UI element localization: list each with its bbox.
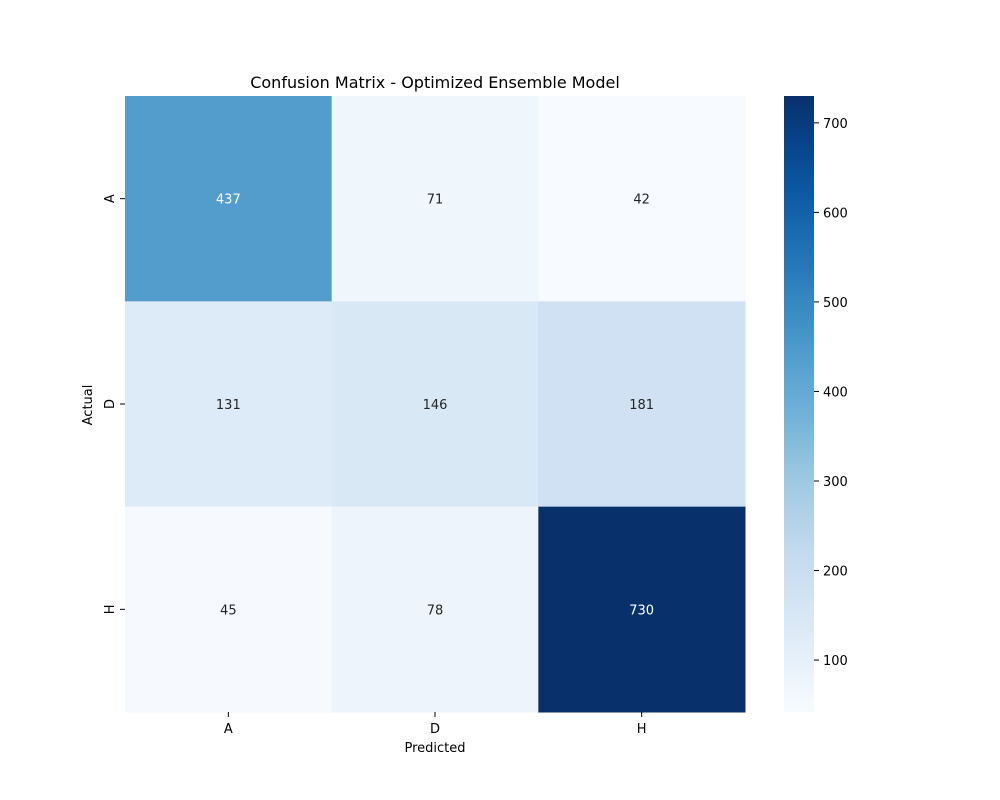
cell-value-label: 45 <box>220 603 237 618</box>
y-axis-label: Actual <box>81 385 96 426</box>
colorbar-tick-label: 200 <box>823 565 848 580</box>
x-tick-label: A <box>224 722 233 737</box>
heatmap-cell <box>538 96 746 302</box>
cell-labels: 437 71 42 131 146 181 45 78 730 <box>216 193 654 619</box>
colorbar-tick-label: 300 <box>823 475 848 490</box>
y-tick-label: A <box>103 194 118 203</box>
cell-value-label: 437 <box>216 193 241 208</box>
cell-value-label: 146 <box>423 398 448 413</box>
cell-value-label: 71 <box>427 193 444 208</box>
cell-value-label: 181 <box>629 398 654 413</box>
colorbar-gradient <box>784 96 814 712</box>
cell-value-label: 78 <box>427 603 444 618</box>
x-tick-label: H <box>637 722 647 737</box>
heatmap-cell <box>538 301 746 508</box>
colorbar-tick-label: 500 <box>823 296 848 311</box>
heatmap-cell <box>538 506 746 713</box>
cell-value-label: 131 <box>216 398 241 413</box>
y-tick-label: H <box>103 604 118 614</box>
colorbar-tick-label: 100 <box>823 654 848 669</box>
cell-value-label: 730 <box>629 603 654 618</box>
heatmap-cells <box>125 96 746 713</box>
colorbar-tick-label: 700 <box>823 117 848 132</box>
y-axis: A D H <box>103 194 125 614</box>
heatmap-cell <box>125 506 333 713</box>
heatmap-cell <box>125 301 333 508</box>
colorbar: 100 200 300 400 500 600 700 <box>784 96 848 712</box>
heatmap-cell <box>331 506 539 713</box>
chart-title: Confusion Matrix - Optimized Ensemble Mo… <box>250 73 620 92</box>
x-axis-label: Predicted <box>404 741 465 756</box>
x-tick-label: D <box>430 722 440 737</box>
y-tick-label: D <box>103 399 118 409</box>
heatmap-cell <box>331 96 539 302</box>
heatmap-cell <box>331 301 539 508</box>
colorbar-tick-label: 600 <box>823 206 848 221</box>
colorbar-tick-label: 400 <box>823 385 848 400</box>
cell-value-label: 42 <box>633 193 650 208</box>
heatmap-cell <box>125 96 333 302</box>
